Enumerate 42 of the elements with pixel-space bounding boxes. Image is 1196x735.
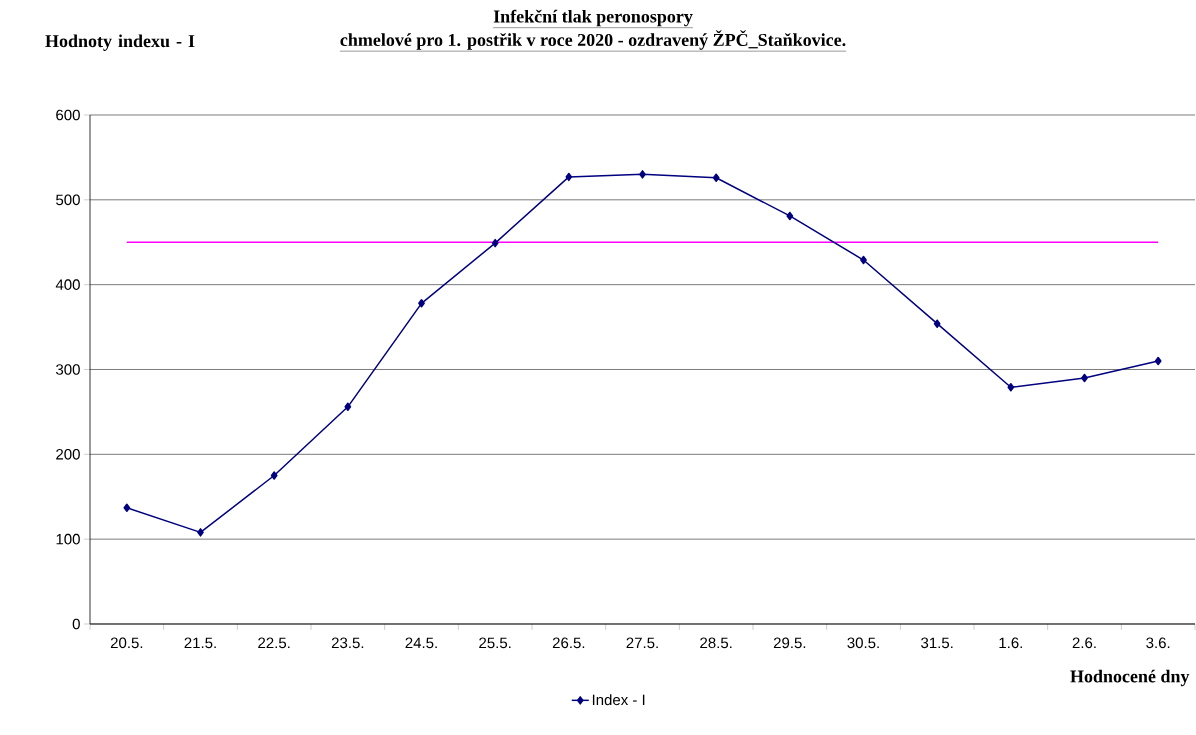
- y-axis-title: Hodnoty indexu - I: [45, 34, 195, 51]
- x-tick-label: 29.5.: [773, 637, 806, 649]
- y-tick-label: 400: [55, 279, 80, 290]
- y-tick-label: 200: [56, 449, 80, 460]
- point: [860, 255, 867, 265]
- point: [565, 172, 573, 182]
- y-tick-label: 0: [72, 618, 80, 630]
- x-tick-label: 2.6.: [1072, 637, 1096, 649]
- point: [1081, 373, 1088, 383]
- x-tick-label: 31.5.: [921, 637, 953, 649]
- chart-title: Infekční tlak peronospory: [493, 9, 693, 27]
- point: [1154, 356, 1162, 366]
- y-tick-label: 100: [56, 533, 80, 545]
- x-tick-label: 20.5.: [110, 637, 143, 649]
- point: [197, 528, 204, 537]
- point: [786, 211, 794, 221]
- x-tick-label: 28.5.: [700, 637, 732, 649]
- y-tick-label: 300: [56, 364, 80, 375]
- point: [639, 170, 646, 179]
- x-tick-label: 1.6.: [999, 637, 1022, 649]
- x-tick-label: 3.6.: [1146, 637, 1170, 649]
- x-tick-label: 22.5.: [258, 637, 290, 649]
- x-tick-label: 21.5.: [184, 637, 216, 649]
- x-tick-label: 24.5.: [405, 637, 437, 649]
- x-tick-label: 27.5.: [626, 637, 658, 649]
- y-tick-label: 500: [56, 194, 80, 206]
- legend-label: Index - I: [592, 694, 645, 706]
- point: [123, 503, 131, 513]
- point: [1007, 383, 1015, 392]
- point: [933, 319, 941, 328]
- point: [270, 471, 278, 480]
- point: [491, 238, 499, 248]
- x-tick-label: 23.5.: [331, 637, 364, 649]
- x-tick-label: 26.5.: [552, 637, 585, 649]
- point: [418, 299, 425, 308]
- x-tick-label: 25.5.: [479, 637, 511, 649]
- chart-subtitle: chmelové pro 1. postřik v roce 2020 - ozdravený ŽPČ_Staňkovice.: [340, 30, 846, 50]
- x-axis-title: Hodnocené dny: [1070, 669, 1190, 687]
- y-tick-label: 600: [56, 109, 80, 121]
- point: [712, 173, 720, 183]
- point: [344, 402, 352, 412]
- x-tick-label: 30.5.: [847, 637, 879, 649]
